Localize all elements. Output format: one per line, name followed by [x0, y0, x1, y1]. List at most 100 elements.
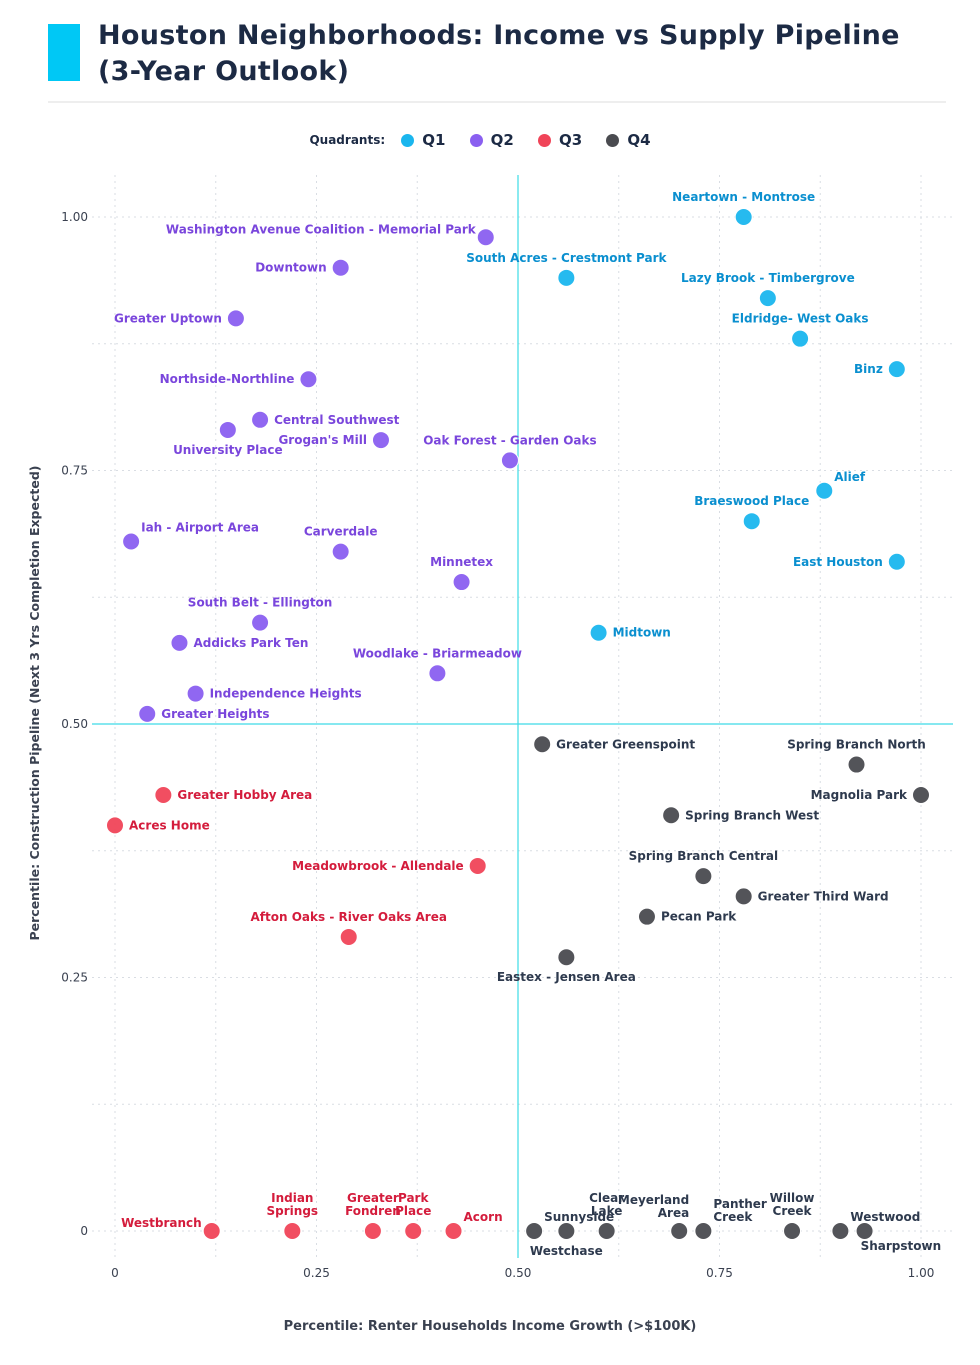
label-south-belt-ellington: South Belt - Ellington [188, 596, 333, 610]
label-line: Greater [347, 1191, 399, 1205]
point-q2-greater-uptown[interactable] [226, 309, 245, 328]
label-greater-heights: Greater Heights [161, 707, 269, 721]
label-line: Indian [271, 1191, 313, 1205]
point-q3-meadowbrook-allendale[interactable] [468, 856, 487, 875]
label-sunnyside: Sunnyside [544, 1210, 614, 1224]
point-q4-greater-greenspoint[interactable] [533, 735, 552, 754]
point-q3-afton-oaks-river-oaks-area[interactable] [339, 927, 358, 946]
label-greater-fondren: Greater Fondren [345, 1191, 401, 1218]
point-q2-washington-avenue-coalition-memorial-park[interactable] [476, 228, 495, 247]
point-q2-northside-northline[interactable] [299, 370, 318, 389]
label-line: Greater Heights [161, 707, 269, 721]
legend-label-q3: Q3 [558, 131, 583, 149]
label-iah-airport-area: Iah - Airport Area [141, 520, 259, 534]
title-divider [48, 101, 946, 103]
point-q2-greater-heights[interactable] [138, 704, 157, 723]
point-q2-downtown[interactable] [331, 258, 350, 277]
label-line: Panther [713, 1197, 767, 1211]
point-q4-eastex-jensen-area[interactable] [557, 948, 576, 967]
label-line: Pecan Park [661, 910, 737, 924]
point-q4-westchase[interactable] [557, 1222, 576, 1240]
point-q1-neartown-montrose[interactable] [734, 208, 753, 226]
y-tick-label: 0.50 [61, 717, 88, 731]
label-line: Iah - Airport Area [141, 520, 259, 534]
legend-swatch-q1 [401, 133, 415, 147]
label-line: Westchase [530, 1244, 603, 1258]
point-q1-braeswood-place[interactable] [742, 512, 761, 531]
label-binz: Binz [854, 362, 883, 376]
point-q4-spring-branch-north[interactable] [847, 755, 866, 774]
label-acres-home: Acres Home [129, 818, 210, 832]
point-q4-spring-branch-west[interactable] [662, 806, 681, 825]
point-q2-carverdale[interactable] [331, 542, 350, 561]
label-grogan-s-mill: Grogan's Mill [278, 433, 367, 447]
point-q3-acres-home[interactable] [106, 816, 124, 835]
legend-title: Quadrants: [309, 133, 386, 147]
x-tick-label: 0 [111, 1266, 119, 1280]
label-line: Meadowbrook - Allendale [292, 859, 464, 873]
label-line: Northside-Northline [160, 372, 295, 386]
point-q4-westwood[interactable] [831, 1222, 850, 1240]
point-q2-addicks-park-ten[interactable] [170, 633, 189, 652]
label-line: Greater Hobby Area [177, 788, 312, 802]
label-line: Creek [713, 1210, 753, 1224]
point-q3-indian-springs[interactable] [283, 1222, 302, 1240]
point-q4-greater-third-ward[interactable] [734, 887, 753, 906]
point-q3-greater-fondren[interactable] [363, 1222, 382, 1240]
point-q4-magnolia-park[interactable] [912, 785, 930, 804]
label-central-southwest: Central Southwest [274, 413, 400, 427]
point-q1-binz[interactable] [887, 360, 906, 379]
point-q2-independence-heights[interactable] [186, 684, 205, 703]
point-q4-sharpstown[interactable] [855, 1222, 874, 1240]
point-q2-university-place[interactable] [218, 420, 237, 439]
point-q4-pecan-park[interactable] [637, 907, 656, 926]
label-line: Willow [770, 1191, 815, 1205]
point-q4-sunnyside[interactable] [525, 1222, 544, 1240]
point-q3-greater-hobby-area[interactable] [154, 785, 173, 804]
point-q3-acorn[interactable] [444, 1222, 463, 1240]
point-q2-woodlake-briarmeadow[interactable] [428, 664, 447, 683]
point-q3-westbranch[interactable] [202, 1222, 221, 1240]
legend-item-q3[interactable]: Q3 [537, 131, 583, 149]
point-q1-midtown[interactable] [589, 623, 608, 642]
point-q2-oak-forest-garden-oaks[interactable] [500, 451, 519, 470]
y-tick-label: 0.25 [61, 971, 88, 985]
label-downtown: Downtown [255, 261, 326, 275]
point-q1-lazy-brook-timbergrove[interactable] [758, 289, 777, 308]
chart-title-line-2: (3-Year Outlook) [98, 56, 350, 87]
label-line: Independence Heights [210, 687, 362, 701]
label-line: Westwood [850, 1210, 920, 1224]
label-eastex-jensen-area: Eastex - Jensen Area [497, 970, 636, 984]
legend-item-q2[interactable]: Q2 [469, 131, 514, 149]
point-q4-meyerland-area[interactable] [670, 1222, 689, 1240]
label-line: Eastex - Jensen Area [497, 970, 636, 984]
point-q1-eldridge-west-oaks[interactable] [791, 329, 810, 348]
label-line: Spring Branch Central [629, 849, 778, 863]
point-q1-east-houston[interactable] [887, 552, 906, 571]
label-line: Minnetex [430, 555, 493, 569]
point-q4-panther-creek[interactable] [694, 1222, 713, 1240]
x-tick-label: 0.75 [706, 1266, 733, 1280]
point-q3-park-place[interactable] [404, 1222, 423, 1240]
label-line: Meyerland [618, 1193, 689, 1207]
label-meadowbrook-allendale: Meadowbrook - Allendale [292, 859, 464, 873]
point-q2-south-belt-ellington[interactable] [251, 613, 270, 632]
point-q4-willow-creek[interactable] [783, 1222, 802, 1240]
legend-swatch-q3 [537, 133, 551, 147]
point-q2-central-southwest[interactable] [251, 410, 270, 429]
label-south-acres-crestmont-park: South Acres - Crestmont Park [466, 251, 667, 265]
label-spring-branch-west: Spring Branch West [685, 808, 819, 822]
point-q2-minnetex[interactable] [452, 573, 471, 592]
legend-item-q4[interactable]: Q4 [606, 131, 651, 149]
y-tick-label: 0.75 [61, 464, 88, 478]
point-q2-grogan-s-mill[interactable] [371, 431, 390, 450]
point-q2-iah-airport-area[interactable] [122, 532, 141, 551]
point-q4-spring-branch-central[interactable] [694, 867, 713, 886]
label-line: Greater Third Ward [758, 889, 889, 903]
point-q4-clear-lake[interactable] [597, 1222, 616, 1240]
label-line: Area [658, 1206, 689, 1220]
label-westchase: Westchase [530, 1244, 603, 1258]
legend-item-q1[interactable]: Q1 [401, 131, 445, 149]
point-q1-south-acres-crestmont-park[interactable] [557, 268, 576, 287]
point-q1-alief[interactable] [815, 481, 834, 500]
